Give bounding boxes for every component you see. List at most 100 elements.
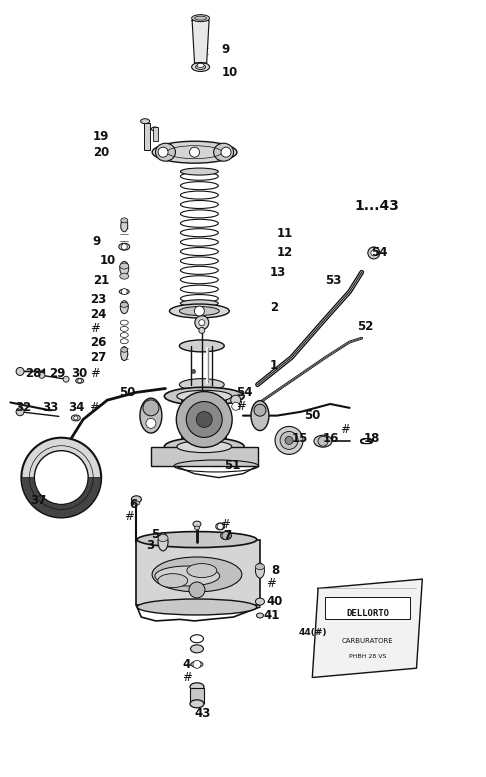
Circle shape (176, 392, 232, 448)
Ellipse shape (190, 683, 204, 691)
Ellipse shape (121, 347, 128, 361)
Ellipse shape (152, 141, 237, 163)
Text: 6: 6 (129, 498, 138, 511)
Circle shape (122, 244, 127, 249)
Text: 9: 9 (93, 235, 101, 248)
Ellipse shape (180, 300, 218, 307)
Ellipse shape (180, 168, 218, 175)
Text: 12: 12 (277, 246, 293, 260)
Text: 8: 8 (271, 564, 279, 577)
Circle shape (231, 395, 241, 405)
Ellipse shape (133, 501, 140, 505)
Text: 51: 51 (224, 459, 240, 472)
Text: 28: 28 (25, 367, 41, 379)
Ellipse shape (177, 441, 232, 452)
Text: 33: 33 (42, 402, 58, 414)
Text: 44(#): 44(#) (299, 628, 327, 637)
Circle shape (143, 400, 159, 416)
Ellipse shape (120, 261, 129, 275)
Ellipse shape (120, 302, 128, 308)
Ellipse shape (155, 566, 220, 586)
Text: 2: 2 (270, 301, 278, 314)
Text: 37: 37 (30, 494, 46, 507)
Text: 10: 10 (221, 66, 238, 79)
Circle shape (16, 408, 24, 416)
Ellipse shape (121, 218, 128, 223)
Ellipse shape (156, 143, 175, 161)
Text: CARBURATORE: CARBURATORE (342, 638, 394, 644)
Ellipse shape (256, 598, 264, 605)
Circle shape (146, 418, 156, 428)
Text: 54: 54 (236, 386, 252, 399)
Text: 3: 3 (146, 539, 154, 552)
Ellipse shape (164, 387, 244, 406)
Ellipse shape (137, 531, 257, 548)
Ellipse shape (140, 398, 162, 433)
Ellipse shape (191, 62, 209, 71)
Circle shape (222, 531, 230, 540)
Ellipse shape (119, 243, 130, 250)
Ellipse shape (191, 635, 204, 643)
Ellipse shape (216, 523, 225, 530)
Circle shape (16, 368, 24, 375)
Ellipse shape (119, 289, 129, 294)
Ellipse shape (121, 347, 128, 352)
Ellipse shape (177, 390, 232, 402)
Text: #: # (266, 577, 276, 591)
Text: 10: 10 (100, 254, 116, 267)
Text: 1: 1 (270, 359, 278, 371)
Ellipse shape (170, 304, 229, 318)
Circle shape (63, 376, 69, 382)
Polygon shape (192, 20, 209, 63)
Ellipse shape (221, 531, 231, 540)
Ellipse shape (193, 521, 201, 527)
Ellipse shape (257, 613, 263, 618)
Text: 30: 30 (71, 367, 87, 379)
Circle shape (39, 372, 45, 378)
Bar (190, 688, 204, 703)
Text: 54: 54 (371, 246, 388, 260)
Ellipse shape (140, 119, 150, 124)
Text: 50: 50 (120, 386, 136, 399)
Ellipse shape (251, 401, 269, 430)
Wedge shape (21, 478, 101, 517)
Bar (144, 123, 150, 150)
Ellipse shape (187, 563, 217, 577)
Text: 53: 53 (326, 274, 342, 287)
Ellipse shape (151, 127, 158, 131)
Circle shape (280, 431, 298, 449)
Circle shape (232, 402, 240, 410)
Ellipse shape (76, 378, 84, 383)
Text: 11: 11 (277, 227, 293, 240)
Circle shape (217, 524, 223, 529)
Ellipse shape (195, 64, 206, 69)
Ellipse shape (152, 557, 242, 592)
Ellipse shape (256, 563, 264, 578)
Circle shape (194, 306, 205, 316)
Text: 29: 29 (49, 367, 66, 379)
Ellipse shape (120, 301, 128, 314)
Text: 15: 15 (292, 432, 308, 445)
Text: 32: 32 (15, 402, 32, 414)
Circle shape (78, 378, 82, 383)
Ellipse shape (191, 661, 203, 667)
Text: #: # (90, 322, 100, 335)
Ellipse shape (179, 378, 224, 391)
Text: #: # (89, 402, 99, 414)
Circle shape (371, 250, 377, 256)
Circle shape (221, 147, 231, 157)
Text: #: # (90, 367, 100, 379)
Circle shape (254, 404, 266, 416)
Ellipse shape (137, 599, 257, 615)
Ellipse shape (158, 535, 168, 542)
Circle shape (199, 319, 205, 326)
Text: 40: 40 (266, 595, 283, 608)
Text: #: # (124, 510, 134, 523)
Circle shape (190, 147, 200, 157)
Text: 5: 5 (151, 528, 159, 541)
Text: 1...43: 1...43 (354, 200, 399, 214)
Text: 21: 21 (93, 274, 109, 287)
Text: #: # (340, 423, 350, 436)
Circle shape (35, 451, 88, 504)
Ellipse shape (158, 573, 188, 587)
